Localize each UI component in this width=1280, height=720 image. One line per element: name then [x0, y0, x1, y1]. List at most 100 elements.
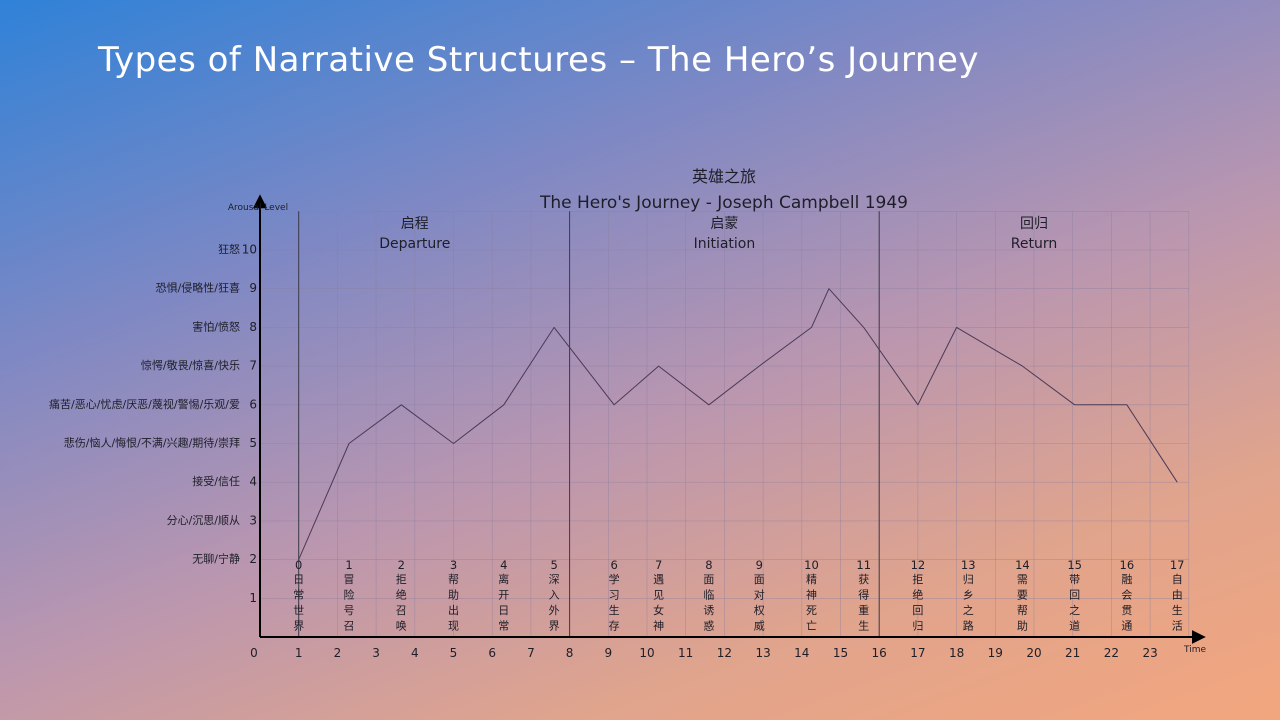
x-tick-label: 22	[1104, 646, 1119, 660]
stage-label: 归乡之路	[963, 572, 974, 633]
stage-number: 14	[1015, 558, 1030, 572]
y-tick-label: 5	[249, 436, 257, 450]
y-category-label: 接受/信任	[192, 475, 240, 488]
section-dividers	[298, 211, 880, 637]
y-tick-label: 10	[242, 243, 257, 257]
y-axis-title: Arousal Level	[228, 203, 288, 213]
chart-subtitle: The Hero's Journey - Joseph Campbell 194…	[539, 193, 908, 213]
y-tick-label: 1	[249, 591, 257, 605]
y-tick-label: 6	[249, 397, 257, 411]
x-tick-label: 20	[1026, 646, 1041, 660]
arousal-series-line	[298, 288, 1178, 560]
stage-label: 带回之道	[1069, 573, 1080, 633]
section-label-cn: 启程	[401, 216, 429, 232]
stage-label: 精神死亡	[806, 573, 817, 633]
stage-label: 拒绝召唤	[396, 573, 407, 633]
stage-label: 学习生存	[609, 572, 620, 633]
y-category-label: 分心/沉思/顺从	[167, 514, 240, 527]
x-tick-label: 13	[755, 646, 770, 660]
stage-label: 深入外界	[549, 573, 560, 633]
stage-label: 面临诱惑	[703, 573, 714, 633]
x-tick-label: 11	[678, 646, 693, 660]
stage-number: 7	[655, 558, 662, 572]
x-tick-label: 12	[717, 646, 732, 660]
y-category-label: 痛苦/恶心/忧虑/厌恶/蔑视/警惕/乐观/爱	[49, 397, 240, 411]
x-axis-title: Time	[1183, 645, 1206, 655]
x-tick-label: 10	[639, 646, 654, 660]
stage-number: 3	[450, 558, 457, 572]
x-tick-label: 17	[910, 646, 925, 660]
stage-number: 10	[804, 558, 819, 572]
stage-label: 面对权威	[754, 573, 765, 633]
x-tick-label: 0	[250, 646, 258, 660]
chart-title: 英雄之旅	[692, 167, 756, 186]
x-tick-label: 7	[527, 646, 535, 660]
stage-number: 16	[1120, 558, 1135, 572]
y-tick-label: 8	[249, 320, 257, 334]
y-category-label: 悲伤/恼人/悔恨/不满/兴趣/期待/崇拜	[64, 436, 240, 450]
x-tick-label: 4	[411, 646, 419, 660]
x-tick-label: 18	[949, 646, 964, 660]
stage-label: 冒险号召	[344, 573, 355, 633]
stage-number: 8	[705, 558, 712, 572]
section-label-en: Return	[1011, 236, 1057, 252]
stage-number: 15	[1067, 558, 1082, 572]
stage-label: 获得重生	[858, 573, 869, 633]
stage-number: 5	[550, 558, 557, 572]
x-tick-label: 14	[794, 646, 809, 660]
stage-number: 12	[911, 558, 926, 572]
section-label-cn: 启蒙	[710, 216, 738, 232]
y-tick-label: 4	[249, 475, 257, 489]
y-category-label: 无聊/宁静	[192, 552, 240, 566]
stage-label: 遇见女神	[653, 573, 664, 633]
section-labels: 启程 Departure 启蒙 Initiation 回归 Return	[379, 215, 1057, 252]
stage-label: 自由生活	[1172, 573, 1183, 633]
x-tick-label: 9	[604, 646, 612, 660]
chart-titles: 英雄之旅 The Hero's Journey - Joseph Campbel…	[228, 167, 1207, 655]
chart-grid	[260, 211, 1190, 637]
section-label-en: Departure	[379, 236, 450, 252]
x-tick-label: 1	[295, 646, 303, 660]
stage-label: 帮助出现	[448, 573, 459, 633]
y-category-label: 狂怒	[218, 242, 240, 256]
arousal-line	[298, 288, 1178, 560]
stage-number: 0	[295, 558, 302, 572]
x-tick-label: 6	[488, 646, 496, 660]
y-tick-label: 9	[249, 281, 257, 295]
stage-number: 17	[1170, 558, 1185, 572]
x-tick-label: 15	[833, 646, 848, 660]
y-category-label: 恐惧/侵略性/狂喜	[156, 281, 240, 295]
tick-labels: 0 1 2 3 4 5 6 7 8 9 10 11 12 13 14 15 16 17 18 19 20 21 22 2312…	[242, 243, 1158, 660]
x-tick-label: 3	[372, 646, 380, 660]
stage-number: 9	[756, 558, 763, 572]
section-label-en: Initiation	[694, 236, 756, 252]
y-category-label: 害怕/愤怒	[192, 319, 240, 333]
y-tick-label: 7	[249, 359, 257, 373]
x-tick-label: 5	[450, 646, 458, 660]
slide-title: Types of Narrative Structures – The Hero…	[98, 40, 980, 80]
y-category-labels: 无聊/宁静 分心/沉思/顺从 接受/信任 悲伤/恼人/悔恨/不满/兴趣/期待/崇拜 痛苦…	[49, 242, 240, 566]
stage-label: 离开日常	[498, 572, 509, 633]
stage-number: 6	[610, 558, 617, 572]
x-tick-label: 8	[566, 646, 574, 660]
chart-axes	[253, 194, 1206, 644]
stage-label: 日常世界	[293, 573, 304, 633]
x-tick-label: 23	[1142, 646, 1157, 660]
stage-number: 13	[961, 558, 976, 572]
stage-number: 11	[856, 558, 871, 572]
stage-label: 融会贯通	[1121, 573, 1132, 633]
x-tick-label: 16	[872, 646, 887, 660]
stage-number: 4	[500, 558, 507, 572]
y-category-label: 惊愕/敬畏/惊喜/快乐	[141, 358, 240, 372]
x-tick-label: 2	[334, 646, 342, 660]
y-tick-label: 3	[249, 513, 257, 527]
section-label-cn: 回归	[1020, 215, 1048, 232]
x-tick-label: 19	[988, 646, 1003, 660]
stage-label: 拒绝回归	[912, 573, 923, 633]
y-tick-label: 2	[249, 552, 257, 566]
stage-number: 2	[398, 558, 405, 572]
x-tick-label: 21	[1065, 646, 1080, 660]
stage-number: 1	[345, 558, 352, 572]
